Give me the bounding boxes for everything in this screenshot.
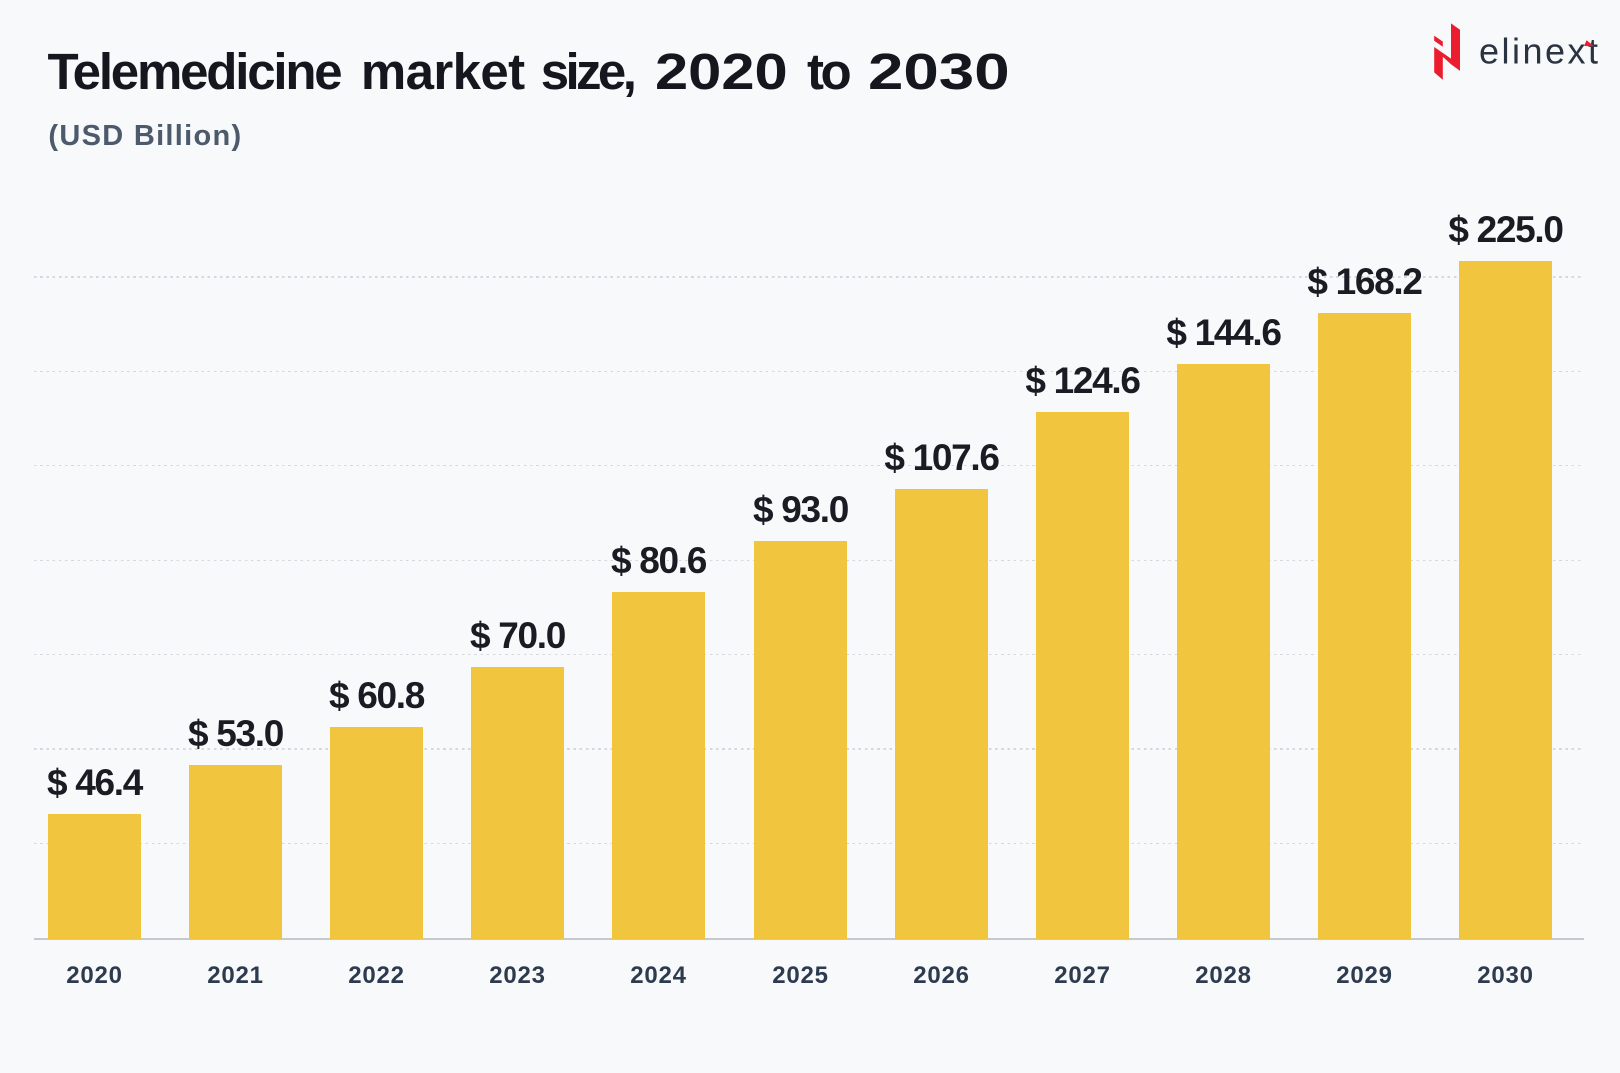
svg-text:elinext: elinext — [1479, 31, 1601, 72]
